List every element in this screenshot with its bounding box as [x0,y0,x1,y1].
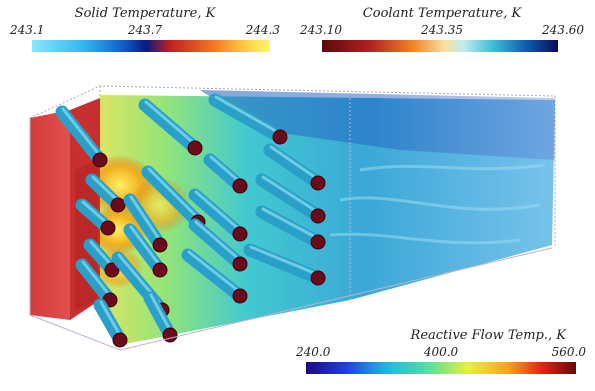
pipe-highlight [129,195,163,244]
domain-box-front [29,96,553,351]
pipe-end [232,178,248,194]
legend-min: 243.1 [10,23,45,37]
pipe-highlight [261,207,321,241]
pipe-end [162,327,178,343]
pipe-highlight [194,190,243,233]
pipe-end [310,175,326,191]
pipe-end [92,152,108,168]
pipe-body [208,93,287,144]
legend-mid: 400.0 [423,345,459,359]
cooling-pipes [55,93,326,348]
pipe-end [310,208,326,224]
pipe-end [152,237,168,253]
pipe-body [263,143,325,190]
pipe-end [104,262,120,278]
pipe-highlight [214,95,283,136]
pipe-body [255,205,325,249]
legend-min: 243.10 [300,23,342,37]
colorbar [306,362,576,374]
pipe-body [55,105,107,167]
pipe-highlight [261,175,321,215]
pipe-body [138,98,202,155]
pipe-body [188,218,247,271]
legend-max: 244.3 [245,23,280,37]
legend-mid: 243.35 [421,23,463,37]
pipe-highlight [149,293,173,334]
colorbar [32,40,270,52]
pipe-end [152,262,168,278]
coolant-temperature-legend: Coolant Temperature, K 243.10 243.35 243… [300,6,584,52]
pipe-highlight [89,240,115,269]
pipe-highlight [81,200,111,227]
legend-max: 560.0 [551,345,586,359]
legend-max: 243.60 [542,23,584,37]
pipe-highlight [144,100,198,147]
pipe-end [187,140,203,156]
pipe-body [255,173,325,223]
pipe-highlight [81,260,113,299]
flow-top-layer [200,90,555,160]
legend-mid: 243.7 [127,23,163,37]
legend-title: Solid Temperature, K [74,6,216,21]
pipe-highlight [194,220,243,263]
pipe-end [232,226,248,242]
pipe-highlight [209,155,243,185]
pipe-highlight [147,167,201,221]
colorbar [322,40,558,52]
legend-title: Coolant Temperature, K [362,6,522,21]
pipe-end [110,197,126,213]
pipe-body [243,243,325,285]
pipe-highlight [129,225,163,269]
pipe-highlight [187,250,243,295]
pipe-end [232,256,248,272]
pipe-body [123,193,167,252]
pipe-body [141,165,205,229]
pipe-highlight [249,245,321,277]
pipe-body [181,248,247,303]
pipe-highlight [91,175,121,204]
pipe-end [310,234,326,250]
pipe-end [272,129,288,145]
pipe-end [310,270,326,286]
pipe-body [123,223,167,277]
solid-temperature-legend: Solid Temperature, K 243.1 243.7 244.3 [10,6,280,52]
pipe-highlight [269,145,321,182]
pipe-end [112,332,128,348]
pipe-end [100,220,116,236]
legend-title: Reactive Flow Temp., K [410,328,566,343]
pipe-end [232,288,248,304]
reactive-flow-legend: Reactive Flow Temp., K 240.0 400.0 560.0 [296,328,586,374]
flow-streaks [329,163,546,245]
pipe-body [188,188,247,241]
pipe-highlight [61,107,103,159]
pipe-highlight [99,300,123,339]
legend-min: 240.0 [296,345,331,359]
domain-box [29,85,556,300]
